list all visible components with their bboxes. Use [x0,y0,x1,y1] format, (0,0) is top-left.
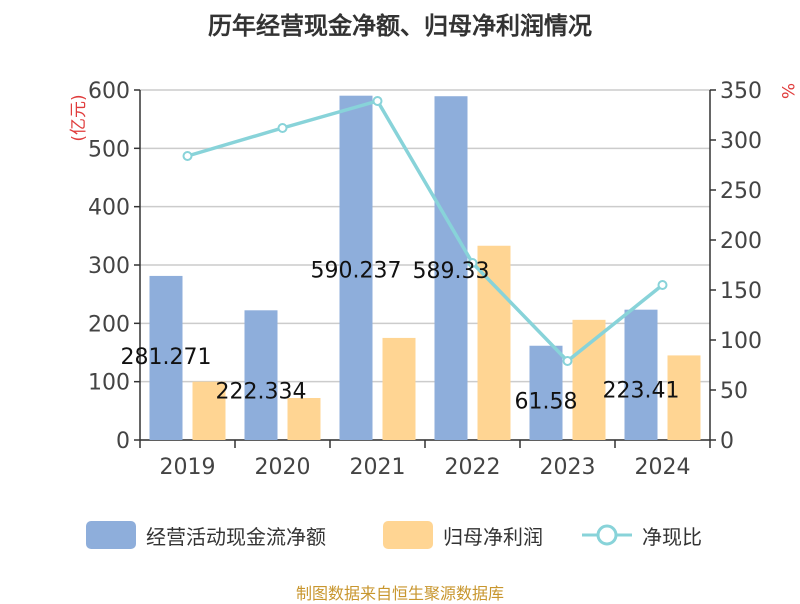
data-label-cashflow: 589.33 [413,259,490,284]
y-right-tick-label: 0 [720,429,734,454]
y-right-tick-label: 250 [720,179,762,204]
y-tick-label: 600 [88,79,130,104]
ratio-point [562,356,573,366]
x-tick-label: 2019 [160,455,216,480]
y-right-tick-label: 50 [720,379,748,404]
bar-cashflow [339,95,373,441]
y-right-tick-label: 300 [720,129,762,154]
data-label-cashflow: 222.334 [216,379,307,404]
y-right-tick-label: 200 [720,229,762,254]
y-right-tick-label: 350 [720,79,762,104]
legend: 经营活动现金流净额 归母净利润 净现比 [0,518,800,552]
y-tick-label: 200 [88,312,130,337]
bar-netprofit [287,398,321,440]
chart-title: 历年经营现金净额、归母净利润情况 [208,12,592,40]
legend-item-ratio[interactable]: 净现比 [582,518,702,552]
bar-netprofit [382,337,416,440]
data-label-cashflow: 590.237 [311,259,402,284]
x-tick-label: 2024 [635,455,691,480]
bar-netprofit [572,319,606,440]
x-tick-label: 2023 [540,455,596,480]
legend-line-icon [582,524,632,546]
ratio-point [467,258,478,268]
legend-label-netprofit: 归母净利润 [443,524,543,549]
y-tick-label: 300 [88,254,130,279]
bar-netprofit [477,245,511,440]
y-right-tick-label: 100 [720,329,762,354]
y-tick-label: 500 [88,137,130,162]
ratio-point [277,123,288,133]
legend-swatch-cashflow [86,521,136,549]
bar-cashflow [624,309,658,440]
legend-item-netprofit[interactable]: 归母净利润 [383,518,543,552]
data-label-cashflow: 281.271 [121,345,212,370]
x-tick-label: 2021 [350,455,406,480]
legend-item-cashflow[interactable]: 经营活动现金流净额 [86,518,326,552]
data-label-cashflow: 61.58 [515,390,578,415]
bar-netprofit [192,381,226,440]
ratio-line [187,98,664,364]
y-axis-right-title: % [777,83,797,99]
bar-cashflow [149,275,183,440]
x-tick-label: 2020 [255,455,311,480]
data-label-cashflow: 223.41 [603,379,680,404]
legend-swatch-netprofit [383,521,433,549]
bar-netprofit [667,355,701,440]
y-right-tick-label: 150 [720,279,762,304]
ratio-point [657,280,668,290]
y-tick-label: 0 [116,429,130,454]
bar-cashflow [529,345,563,440]
data-source-note: 制图数据来自恒生聚源数据库 [295,584,504,603]
ratio-point [182,151,193,161]
bar-cashflow [434,96,468,440]
y-tick-label: 100 [88,371,130,396]
legend-label-ratio: 净现比 [642,524,702,549]
y-tick-label: 400 [88,196,130,221]
x-tick-label: 2022 [445,455,501,480]
y-axis-title: (亿元) [69,94,89,141]
ratio-point [372,96,383,106]
legend-label-cashflow: 经营活动现金流净额 [146,524,326,549]
bar-cashflow [244,310,278,440]
